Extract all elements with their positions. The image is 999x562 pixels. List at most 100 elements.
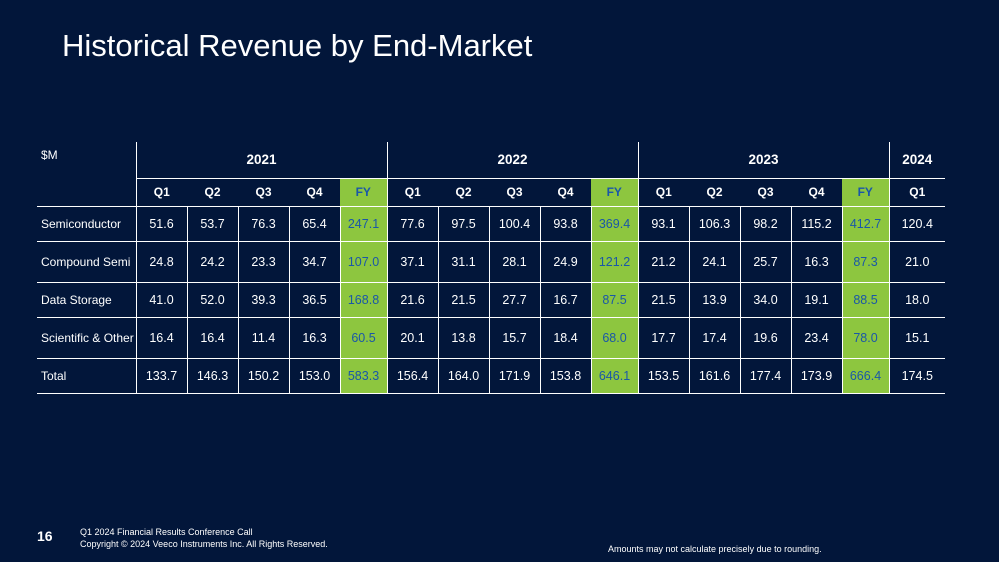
fy-value-cell: 583.3 — [339, 357, 387, 394]
year-header: 2022 — [386, 142, 638, 178]
fy-header: FY — [340, 177, 387, 206]
value-cell: 115.2 — [790, 205, 842, 241]
row-label: Total — [37, 357, 136, 394]
value-cell: 21.6 — [386, 281, 438, 317]
value-cell: 177.4 — [739, 357, 791, 394]
fy-value-cell: 121.2 — [590, 240, 638, 282]
unit-label: $M — [41, 148, 58, 162]
value-cell: 15.1 — [888, 316, 945, 358]
quarter-header: Q2 — [187, 177, 238, 206]
value-cell: 164.0 — [437, 357, 489, 394]
value-cell: 97.5 — [437, 205, 489, 241]
quarter-header: Q2 — [438, 177, 489, 206]
fy-header: FY — [842, 177, 889, 206]
fy-value-cell: 369.4 — [590, 205, 638, 241]
value-cell: 24.8 — [135, 240, 187, 282]
value-cell: 52.0 — [186, 281, 238, 317]
fy-value-cell: 168.8 — [339, 281, 387, 317]
value-cell: 174.5 — [888, 357, 945, 394]
value-cell: 65.4 — [288, 205, 340, 241]
value-cell: 153.5 — [637, 357, 689, 394]
value-cell: 156.4 — [386, 357, 438, 394]
page-number: 16 — [37, 528, 53, 544]
row-label: Data Storage — [37, 281, 136, 317]
row-label: Semiconductor — [37, 205, 136, 241]
row-label: Scientific & Other — [37, 316, 136, 358]
value-cell: 98.2 — [739, 205, 791, 241]
value-cell: 15.7 — [488, 316, 540, 358]
value-cell: 53.7 — [186, 205, 238, 241]
fy-value-cell: 60.5 — [339, 316, 387, 358]
footer-copyright: Copyright © 2024 Veeco Instruments Inc. … — [80, 539, 328, 549]
quarter-header: Q3 — [740, 177, 791, 206]
value-cell: 18.0 — [888, 281, 945, 317]
value-cell: 16.3 — [288, 316, 340, 358]
fy-value-cell: 87.3 — [841, 240, 889, 282]
quarter-header: Q1 — [888, 177, 945, 206]
quarter-header: Q4 — [540, 177, 591, 206]
year-header: 2024 — [888, 142, 945, 178]
value-cell: 153.8 — [539, 357, 591, 394]
year-header-row: $M 2021 2022 2023 2024 — [37, 142, 945, 178]
value-cell: 28.1 — [488, 240, 540, 282]
value-cell: 27.7 — [488, 281, 540, 317]
revenue-table: $M 2021 2022 2023 2024 Q1 Q2 Q3 Q4 FY Q1 Q2 Q3 Q4 FY Q1… — [37, 142, 945, 394]
value-cell: 150.2 — [237, 357, 289, 394]
value-cell: 106.3 — [688, 205, 740, 241]
table-row: Scientific & Other 16.4 16.4 11.4 16.3 60.5 20… — [37, 316, 945, 358]
value-cell: 76.3 — [237, 205, 289, 241]
value-cell: 21.5 — [437, 281, 489, 317]
quarter-header: Q3 — [489, 177, 540, 206]
value-cell: 171.9 — [488, 357, 540, 394]
table-row: Data Storage 41.0 52.0 39.3 36.5 168.8 21.6 21.… — [37, 281, 945, 317]
value-cell: 93.8 — [539, 205, 591, 241]
footer-conference: Q1 2024 Financial Results Conference Cal… — [80, 527, 253, 537]
fy-value-cell: 412.7 — [841, 205, 889, 241]
value-cell: 41.0 — [135, 281, 187, 317]
value-cell: 20.1 — [386, 316, 438, 358]
value-cell: 17.4 — [688, 316, 740, 358]
value-cell: 24.2 — [186, 240, 238, 282]
quarter-header: Q4 — [791, 177, 842, 206]
value-cell: 17.7 — [637, 316, 689, 358]
value-cell: 18.4 — [539, 316, 591, 358]
value-cell: 13.9 — [688, 281, 740, 317]
fy-header: FY — [591, 177, 638, 206]
quarter-header: Q3 — [238, 177, 289, 206]
value-cell: 21.2 — [637, 240, 689, 282]
fy-value-cell: 666.4 — [841, 357, 889, 394]
value-cell: 25.7 — [739, 240, 791, 282]
value-cell: 13.8 — [437, 316, 489, 358]
value-cell: 19.6 — [739, 316, 791, 358]
value-cell: 146.3 — [186, 357, 238, 394]
value-cell: 133.7 — [135, 357, 187, 394]
value-cell: 34.7 — [288, 240, 340, 282]
row-label: Compound Semi — [37, 240, 136, 282]
quarter-header: Q4 — [289, 177, 340, 206]
rounding-note: Amounts may not calculate precisely due … — [608, 544, 822, 554]
fy-value-cell: 247.1 — [339, 205, 387, 241]
value-cell: 11.4 — [237, 316, 289, 358]
year-header: 2023 — [637, 142, 889, 178]
value-cell: 16.3 — [790, 240, 842, 282]
quarter-header: Q1 — [135, 177, 187, 206]
value-cell: 23.4 — [790, 316, 842, 358]
fy-value-cell: 87.5 — [590, 281, 638, 317]
value-cell: 19.1 — [790, 281, 842, 317]
value-cell: 23.3 — [237, 240, 289, 282]
year-header: 2021 — [135, 142, 387, 178]
quarter-header: Q1 — [637, 177, 689, 206]
value-cell: 24.9 — [539, 240, 591, 282]
quarter-header: Q1 — [386, 177, 438, 206]
value-cell: 16.7 — [539, 281, 591, 317]
fy-value-cell: 68.0 — [590, 316, 638, 358]
slide-title: Historical Revenue by End-Market — [62, 28, 533, 63]
value-cell: 120.4 — [888, 205, 945, 241]
quarter-header-row: Q1 Q2 Q3 Q4 FY Q1 Q2 Q3 Q4 FY Q1 Q2 Q3 Q4 FY Q1 — [37, 177, 945, 206]
fy-value-cell: 78.0 — [841, 316, 889, 358]
value-cell: 51.6 — [135, 205, 187, 241]
value-cell: 16.4 — [135, 316, 187, 358]
fy-value-cell: 646.1 — [590, 357, 638, 394]
fy-value-cell: 107.0 — [339, 240, 387, 282]
footer-text: Q1 2024 Financial Results Conference Cal… — [80, 526, 328, 550]
